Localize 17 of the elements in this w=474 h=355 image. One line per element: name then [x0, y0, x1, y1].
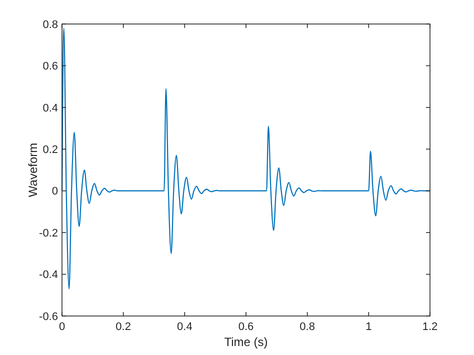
y-tick-label: 0.8	[42, 18, 58, 31]
x-tick-label: 1.2	[422, 321, 438, 333]
x-tick-label: 0	[58, 321, 66, 333]
y-tick-label: -0.6	[39, 310, 58, 323]
y-tick-label: 0.2	[42, 144, 58, 156]
y-tick-label: -0.4	[39, 269, 58, 282]
y-tick-label: -0.2	[39, 227, 58, 240]
x-axis-title: Time (s)	[224, 335, 268, 349]
y-tick-label: 0.4	[42, 102, 58, 114]
x-tick-label: 1	[366, 321, 372, 333]
x-tick-label: 0.4	[177, 321, 192, 333]
x-tick-label: 0.6	[238, 321, 254, 333]
x-tick-label: 0.2	[116, 321, 131, 333]
x-tick-label: 0.8	[300, 321, 315, 333]
y-tick-label: 0.6	[42, 60, 58, 73]
y-axis-title: Waveform	[26, 142, 40, 198]
y-tick-label: 0	[52, 186, 58, 198]
